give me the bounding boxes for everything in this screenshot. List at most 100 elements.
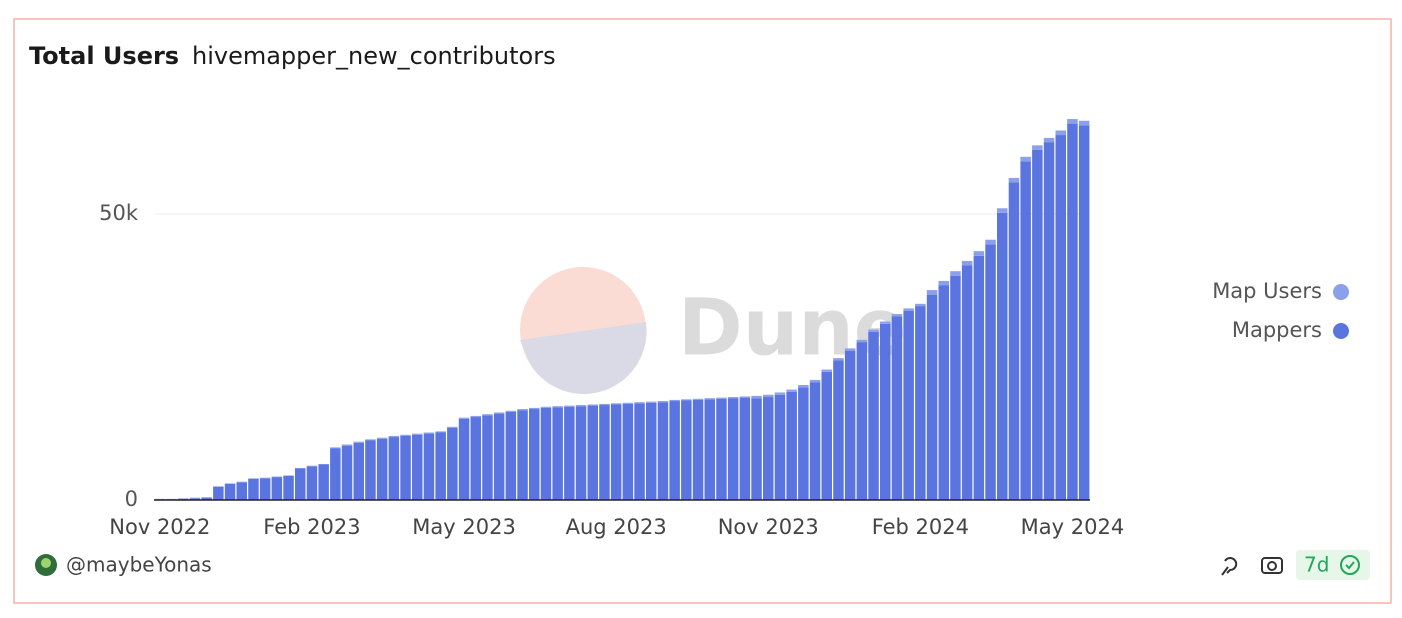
bar <box>950 275 961 500</box>
bar <box>809 382 821 500</box>
subtitle: hivemapper_new_contributors <box>192 42 556 70</box>
bar <box>224 483 236 484</box>
bar <box>482 414 493 416</box>
bar <box>201 497 212 500</box>
bar <box>751 398 762 500</box>
bar <box>985 244 996 500</box>
author: @maybeYonas <box>66 553 212 577</box>
bar <box>622 403 634 500</box>
bar <box>681 400 692 500</box>
bar <box>692 399 704 500</box>
bar <box>505 410 517 412</box>
bar <box>458 418 470 500</box>
bar <box>1055 130 1066 136</box>
watermark-logo-part <box>520 322 647 394</box>
bar <box>236 481 247 483</box>
y-tick-label: 50k <box>99 201 139 225</box>
bar <box>786 391 797 500</box>
bar <box>985 239 996 245</box>
bar <box>657 401 669 403</box>
bar <box>1008 182 1020 501</box>
bar <box>353 441 364 443</box>
bar <box>844 348 856 351</box>
bar <box>763 397 774 500</box>
bar <box>786 389 797 392</box>
bar <box>330 447 341 449</box>
bar <box>283 475 294 500</box>
bar <box>681 399 692 401</box>
bar <box>330 448 341 500</box>
bar <box>809 379 821 383</box>
bar <box>1008 177 1020 183</box>
bar <box>657 402 669 500</box>
card-border <box>13 18 1392 604</box>
bar <box>716 397 727 399</box>
bar <box>306 466 318 500</box>
bar <box>166 498 177 500</box>
bar <box>1078 120 1090 126</box>
bar <box>891 316 903 500</box>
bar <box>470 415 481 418</box>
plot: 0 50k Nov 2022 Feb 2023 May 2023 Aug 2023 Nov … <box>99 119 1349 539</box>
bar <box>493 412 505 414</box>
bar <box>412 434 423 500</box>
bar <box>353 442 364 500</box>
camera-lens <box>1267 561 1277 571</box>
camera-icon[interactable] <box>1261 557 1283 574</box>
bar <box>529 409 540 500</box>
bar <box>844 350 856 500</box>
bar <box>423 432 435 434</box>
x-tick-label: Feb 2024 <box>872 515 969 539</box>
avatar-detail <box>41 558 51 568</box>
bar <box>1043 142 1055 500</box>
bar <box>435 432 446 500</box>
bar <box>318 464 329 500</box>
bar <box>634 403 645 500</box>
refresh-badge[interactable] <box>1296 550 1370 580</box>
legend-swatch <box>1333 284 1349 300</box>
bar <box>587 405 598 500</box>
bar <box>669 399 680 402</box>
bar <box>1055 135 1066 500</box>
bar <box>774 392 786 395</box>
bar <box>295 467 306 469</box>
bar <box>868 331 879 500</box>
bar <box>739 396 751 398</box>
bar <box>213 486 224 500</box>
bar <box>458 417 470 419</box>
bar <box>938 285 949 500</box>
bar <box>412 433 423 435</box>
bar <box>259 477 271 479</box>
bar <box>739 397 751 500</box>
bar <box>880 323 891 500</box>
bar <box>178 498 189 499</box>
bar <box>997 208 1008 213</box>
bar <box>903 308 914 311</box>
bar <box>915 306 926 500</box>
fork-icon[interactable] <box>1221 557 1238 576</box>
bar <box>271 476 283 478</box>
bar <box>1067 123 1078 501</box>
bar <box>622 402 634 404</box>
bar <box>505 411 517 500</box>
x-tick-label: May 2023 <box>412 515 516 539</box>
bar <box>400 434 411 436</box>
bar <box>891 314 903 317</box>
bar <box>926 290 938 295</box>
bar <box>763 394 774 398</box>
bar <box>1032 149 1043 500</box>
bar <box>318 463 329 465</box>
bar <box>575 406 587 500</box>
bar <box>634 402 645 404</box>
bar <box>1078 125 1090 500</box>
bar <box>564 406 575 500</box>
bar <box>517 409 528 411</box>
bar <box>587 404 598 406</box>
legend-swatch <box>1333 323 1349 339</box>
bar <box>856 342 868 500</box>
bar <box>599 405 610 500</box>
bar <box>236 482 247 500</box>
watermark: Dune <box>520 267 907 394</box>
bar <box>447 427 458 500</box>
